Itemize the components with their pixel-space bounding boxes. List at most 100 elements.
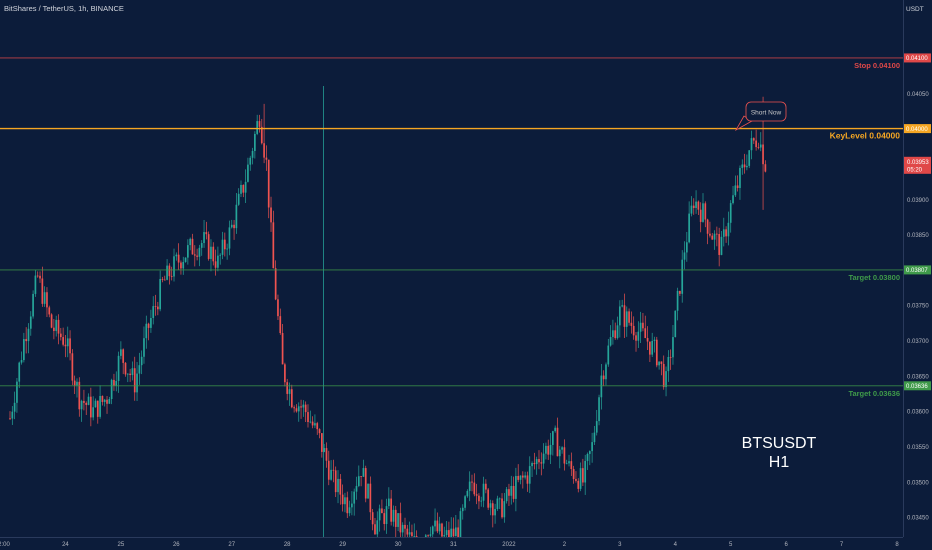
candle-body xyxy=(413,536,416,537)
candle-body xyxy=(681,259,684,294)
callout-box xyxy=(745,101,787,122)
time-tick-label: 2022 xyxy=(502,542,516,548)
short-now-callout[interactable]: Short Now xyxy=(734,101,787,132)
candle-body xyxy=(528,466,531,484)
candle-body xyxy=(679,290,681,294)
candle-body xyxy=(709,233,711,236)
candle-body xyxy=(147,323,150,328)
candle-body xyxy=(124,362,127,375)
axis-tag-text-stop: 0.04100 xyxy=(906,56,928,62)
candle-body xyxy=(545,445,547,454)
candle-body xyxy=(237,193,240,205)
candle-body xyxy=(62,337,64,345)
time-tick-label: 24 xyxy=(62,542,69,548)
candle-body xyxy=(665,371,667,388)
candle-body xyxy=(411,532,413,537)
candle-body xyxy=(660,361,663,364)
candle-body xyxy=(235,204,238,229)
candle-body xyxy=(258,121,261,127)
candle-body xyxy=(618,306,621,326)
candle-body xyxy=(491,503,494,516)
symbol-info[interactable]: BitShares / TetherUS, 1h, BINANCE xyxy=(4,4,124,13)
axis-tag-text-target1: 0.03807 xyxy=(906,268,928,274)
candle-body xyxy=(284,364,286,383)
candle-body xyxy=(189,238,192,246)
candle-body xyxy=(556,427,559,457)
candle-body xyxy=(156,306,159,310)
candle-body xyxy=(184,257,187,262)
candle-body xyxy=(217,255,219,268)
candle-body xyxy=(614,330,617,339)
time-tick-label: 6 xyxy=(784,542,788,548)
candle-body xyxy=(655,339,658,366)
candle-body xyxy=(755,140,757,148)
candle-body xyxy=(196,255,198,257)
candle-body xyxy=(374,524,376,535)
candle-body xyxy=(330,469,332,480)
candle-body xyxy=(741,164,744,168)
candle-body xyxy=(274,268,277,300)
candle-body xyxy=(203,232,205,244)
candle-body xyxy=(193,254,196,256)
candle-body xyxy=(434,520,436,527)
candle-body xyxy=(628,311,630,323)
candle-body xyxy=(286,382,289,394)
candle-body xyxy=(746,165,748,168)
candle-body xyxy=(646,337,649,342)
candle-body xyxy=(427,535,429,537)
candle-body xyxy=(378,508,381,521)
candle-body xyxy=(242,184,245,193)
candle-body xyxy=(644,328,647,338)
candle-body xyxy=(267,159,270,208)
candle-body xyxy=(468,481,471,491)
candle-body xyxy=(221,239,224,255)
candle-body xyxy=(720,236,723,255)
candle-body xyxy=(496,498,499,509)
candle-body xyxy=(334,470,337,493)
candle-body xyxy=(353,491,356,504)
candle-body xyxy=(96,400,99,417)
candle-body xyxy=(71,353,74,381)
price-tick-label: 0.03600 xyxy=(907,410,929,416)
candle-body xyxy=(166,265,168,280)
candle-body xyxy=(210,246,212,259)
candle-body xyxy=(277,299,279,317)
candle-body xyxy=(526,475,529,484)
candle-body xyxy=(750,138,753,151)
candle-body xyxy=(577,480,580,489)
price-tick-label: 0.03700 xyxy=(907,339,929,345)
candle-body xyxy=(739,167,741,189)
candle-body xyxy=(616,325,619,339)
candle-body xyxy=(170,276,173,277)
candle-body xyxy=(279,316,282,334)
timeframe-watermark: H1 xyxy=(769,454,790,471)
candle-body xyxy=(90,396,92,418)
candle-body xyxy=(311,421,314,426)
candle-body xyxy=(367,483,369,499)
time-axis[interactable] xyxy=(0,537,932,550)
candle-body xyxy=(53,327,55,331)
candle-body xyxy=(92,407,95,418)
time-tick-label: 30 xyxy=(395,542,402,548)
candle-body xyxy=(667,356,670,372)
candle-body xyxy=(251,150,254,158)
candle-body xyxy=(429,534,432,536)
candle-body xyxy=(240,184,242,194)
candle-body xyxy=(503,501,506,518)
candle-body xyxy=(584,460,587,483)
candle-body xyxy=(18,362,21,382)
candle-body xyxy=(29,316,32,329)
candle-body xyxy=(480,500,483,502)
candle-body xyxy=(588,451,591,454)
candle-body xyxy=(498,498,501,500)
candle-body xyxy=(570,461,573,470)
candle-body xyxy=(572,469,575,480)
candle-body xyxy=(436,520,439,532)
candle-body xyxy=(383,513,386,525)
candle-body xyxy=(99,395,101,417)
candle-body xyxy=(725,229,727,237)
candle-body xyxy=(126,373,129,375)
candle-body xyxy=(397,513,399,527)
